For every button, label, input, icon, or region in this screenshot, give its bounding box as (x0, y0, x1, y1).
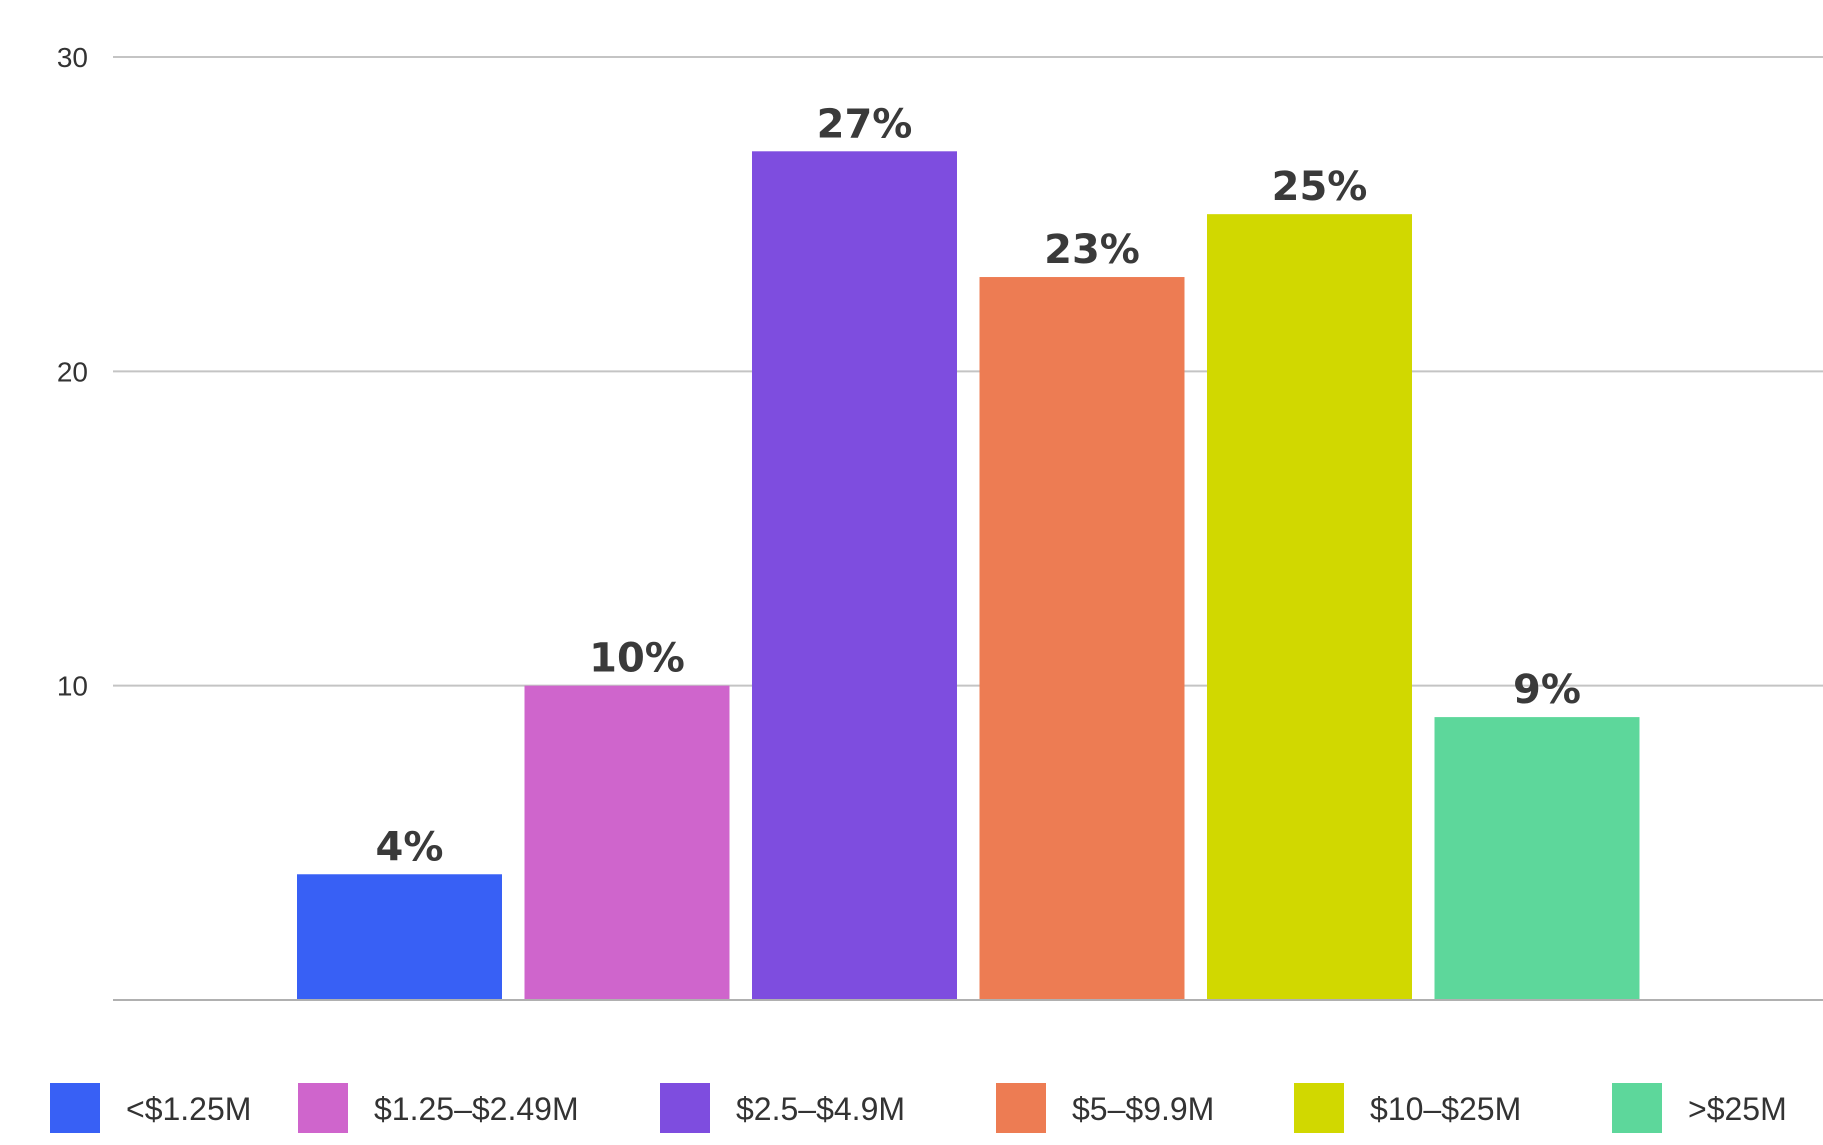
legend-label: $2.5–$4.9M (736, 1091, 905, 1127)
gridlines (113, 56, 1823, 1001)
data-label-2: 27% (817, 101, 913, 147)
data-label-0: 4% (376, 824, 444, 870)
bar-2 (752, 151, 957, 1000)
legend-item-5: >$25M (1612, 1083, 1787, 1133)
legend-item-3: $5–$9.9M (996, 1083, 1214, 1133)
legend-swatch (1294, 1083, 1344, 1133)
legend-swatch (1612, 1083, 1662, 1133)
bar-4 (1207, 214, 1412, 999)
data-labels: 4% 10% 27% 23% 25% 9% (376, 101, 1581, 870)
bar-3 (979, 277, 1185, 999)
bars (297, 151, 1640, 1000)
y-tick-label: 20 (57, 356, 88, 387)
legend-item-4: $10–$25M (1294, 1083, 1521, 1133)
data-label-4: 25% (1272, 164, 1368, 210)
bar-0 (297, 874, 502, 999)
legend-swatch (996, 1083, 1046, 1133)
legend-swatch (298, 1083, 348, 1133)
y-tick-label: 10 (57, 671, 88, 702)
legend-swatch (50, 1083, 100, 1133)
data-label-5: 9% (1513, 667, 1581, 713)
data-label-1: 10% (589, 636, 685, 682)
data-label-3: 23% (1044, 227, 1140, 273)
bar-1 (524, 685, 730, 999)
legend-label: >$25M (1688, 1091, 1787, 1127)
legend-item-0: <$1.25M (50, 1083, 251, 1133)
legend-label: $1.25–$2.49M (374, 1091, 579, 1127)
legend-item-1: $1.25–$2.49M (298, 1083, 579, 1133)
legend-item-2: $2.5–$4.9M (660, 1083, 905, 1133)
legend-swatch (660, 1083, 710, 1133)
legend-label: $5–$9.9M (1072, 1091, 1214, 1127)
y-axis-ticks: 10 20 30 (57, 42, 88, 702)
legend: <$1.25M $1.25–$2.49M $2.5–$4.9M $5–$9.9M $10… (50, 1083, 1787, 1133)
y-tick-label: 30 (57, 42, 88, 73)
legend-label: <$1.25M (126, 1091, 251, 1127)
bar-5 (1434, 717, 1640, 999)
legend-label: $10–$25M (1370, 1091, 1521, 1127)
